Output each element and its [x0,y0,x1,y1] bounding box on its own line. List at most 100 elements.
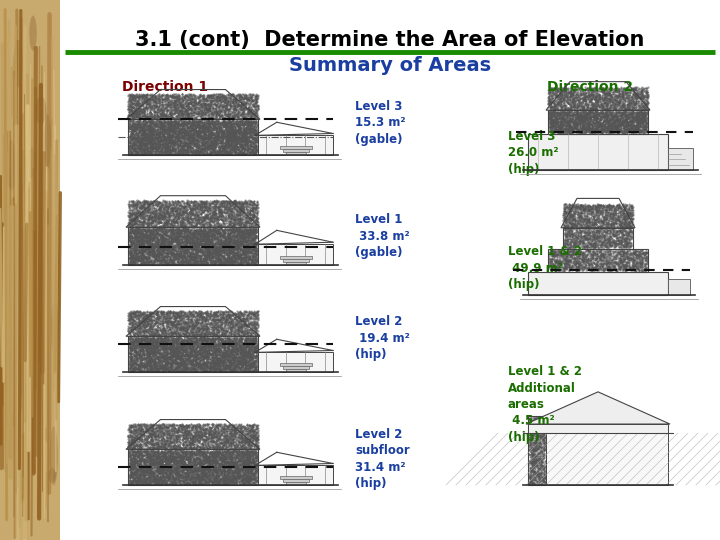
Point [132,145,143,153]
Point [229,148,240,157]
Point [225,230,236,238]
Point [633,90,644,99]
Point [154,123,166,132]
Point [142,227,153,236]
Point [205,119,217,127]
Point [174,139,185,147]
Point [171,201,182,210]
Point [545,98,557,106]
Point [139,467,150,475]
Point [564,99,575,107]
Point [230,131,241,140]
Point [638,265,649,274]
Point [589,84,600,92]
Point [626,217,638,226]
Point [243,450,255,459]
Point [229,347,240,356]
Point [251,467,263,476]
Point [595,114,606,123]
Point [235,350,247,359]
Point [197,472,208,481]
Point [570,246,581,254]
Point [201,308,212,316]
Point [131,435,143,443]
Point [167,474,179,483]
Point [143,319,154,328]
Point [228,97,239,106]
Point [248,308,260,317]
Point [144,350,156,359]
Point [168,204,179,212]
Point [572,112,584,121]
Point [230,361,242,370]
Point [181,473,192,482]
Point [139,473,150,482]
Point [612,100,624,109]
Point [537,414,549,422]
Point [197,351,208,360]
Point [557,252,568,261]
Point [169,447,181,455]
Point [580,234,592,243]
Point [190,464,202,472]
Point [149,339,161,347]
Point [575,216,586,225]
Point [640,256,652,265]
Point [226,431,238,440]
Point [213,198,225,207]
Point [138,237,149,245]
Point [130,426,142,434]
Point [150,452,162,461]
Point [226,90,238,98]
Point [183,131,194,139]
Point [157,442,168,450]
Point [602,90,613,99]
Point [168,147,179,156]
Point [577,239,588,247]
Point [196,471,207,480]
Point [248,252,259,260]
Point [629,84,640,92]
Point [598,231,610,239]
Point [227,242,238,251]
Point [220,94,231,103]
Point [184,347,196,355]
Point [558,126,570,134]
Point [131,113,143,122]
Point [210,202,222,211]
Point [170,342,181,351]
Point [202,241,214,249]
Point [124,109,135,118]
Point [229,447,240,455]
Point [534,416,546,425]
Point [160,148,171,157]
Point [208,462,220,471]
Point [125,454,136,462]
Point [186,328,197,336]
Point [239,134,251,143]
Point [165,102,176,111]
Point [163,125,175,133]
Point [160,256,171,265]
Point [580,214,591,223]
Point [180,119,192,127]
Point [631,124,643,133]
Point [181,472,192,481]
Point [204,341,216,349]
Point [219,102,230,110]
Point [127,214,138,223]
Point [248,253,260,262]
Point [251,428,262,437]
Point [199,429,210,437]
Point [605,111,616,120]
Point [200,316,212,325]
Point [127,91,139,99]
Point [151,444,163,453]
Point [230,240,242,249]
Point [595,247,607,256]
Point [216,320,228,328]
Point [236,132,248,140]
Point [634,126,645,135]
Point [127,329,139,338]
Point [180,345,192,354]
